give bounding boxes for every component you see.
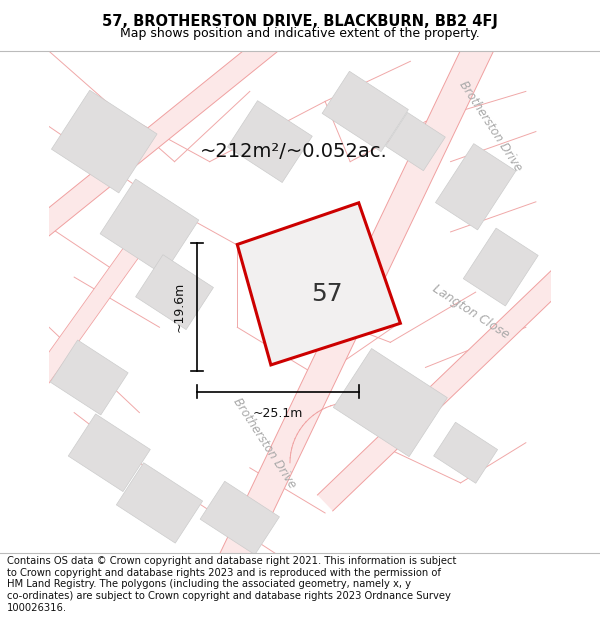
Text: 57, BROTHERSTON DRIVE, BLACKBURN, BB2 4FJ: 57, BROTHERSTON DRIVE, BLACKBURN, BB2 4F… xyxy=(102,14,498,29)
Polygon shape xyxy=(17,2,317,251)
Polygon shape xyxy=(322,71,409,152)
Polygon shape xyxy=(264,258,356,347)
Polygon shape xyxy=(116,462,203,543)
Polygon shape xyxy=(68,414,151,492)
Polygon shape xyxy=(436,144,516,230)
Polygon shape xyxy=(463,228,538,306)
Polygon shape xyxy=(136,255,214,329)
Polygon shape xyxy=(434,422,497,483)
Polygon shape xyxy=(200,481,280,555)
Polygon shape xyxy=(237,203,400,365)
Polygon shape xyxy=(17,222,157,408)
Text: ~212m²/~0.052ac.: ~212m²/~0.052ac. xyxy=(200,142,388,161)
Text: Contains OS data © Crown copyright and database right 2021. This information is : Contains OS data © Crown copyright and d… xyxy=(7,556,457,612)
Text: ~25.1m: ~25.1m xyxy=(253,407,304,419)
Text: Brotherston Drive: Brotherston Drive xyxy=(457,79,525,174)
Polygon shape xyxy=(100,179,199,275)
Text: Langton Close: Langton Close xyxy=(430,282,511,342)
Polygon shape xyxy=(50,340,128,415)
Polygon shape xyxy=(334,349,448,457)
Text: Map shows position and indicative extent of the property.: Map shows position and indicative extent… xyxy=(120,27,480,40)
Text: ~19.6m: ~19.6m xyxy=(173,282,186,332)
Polygon shape xyxy=(52,90,157,193)
Polygon shape xyxy=(211,0,514,585)
Text: 57: 57 xyxy=(311,282,343,306)
Polygon shape xyxy=(317,254,584,511)
Polygon shape xyxy=(227,101,312,182)
Polygon shape xyxy=(386,112,445,171)
Text: Brotherston Drive: Brotherston Drive xyxy=(231,395,299,490)
